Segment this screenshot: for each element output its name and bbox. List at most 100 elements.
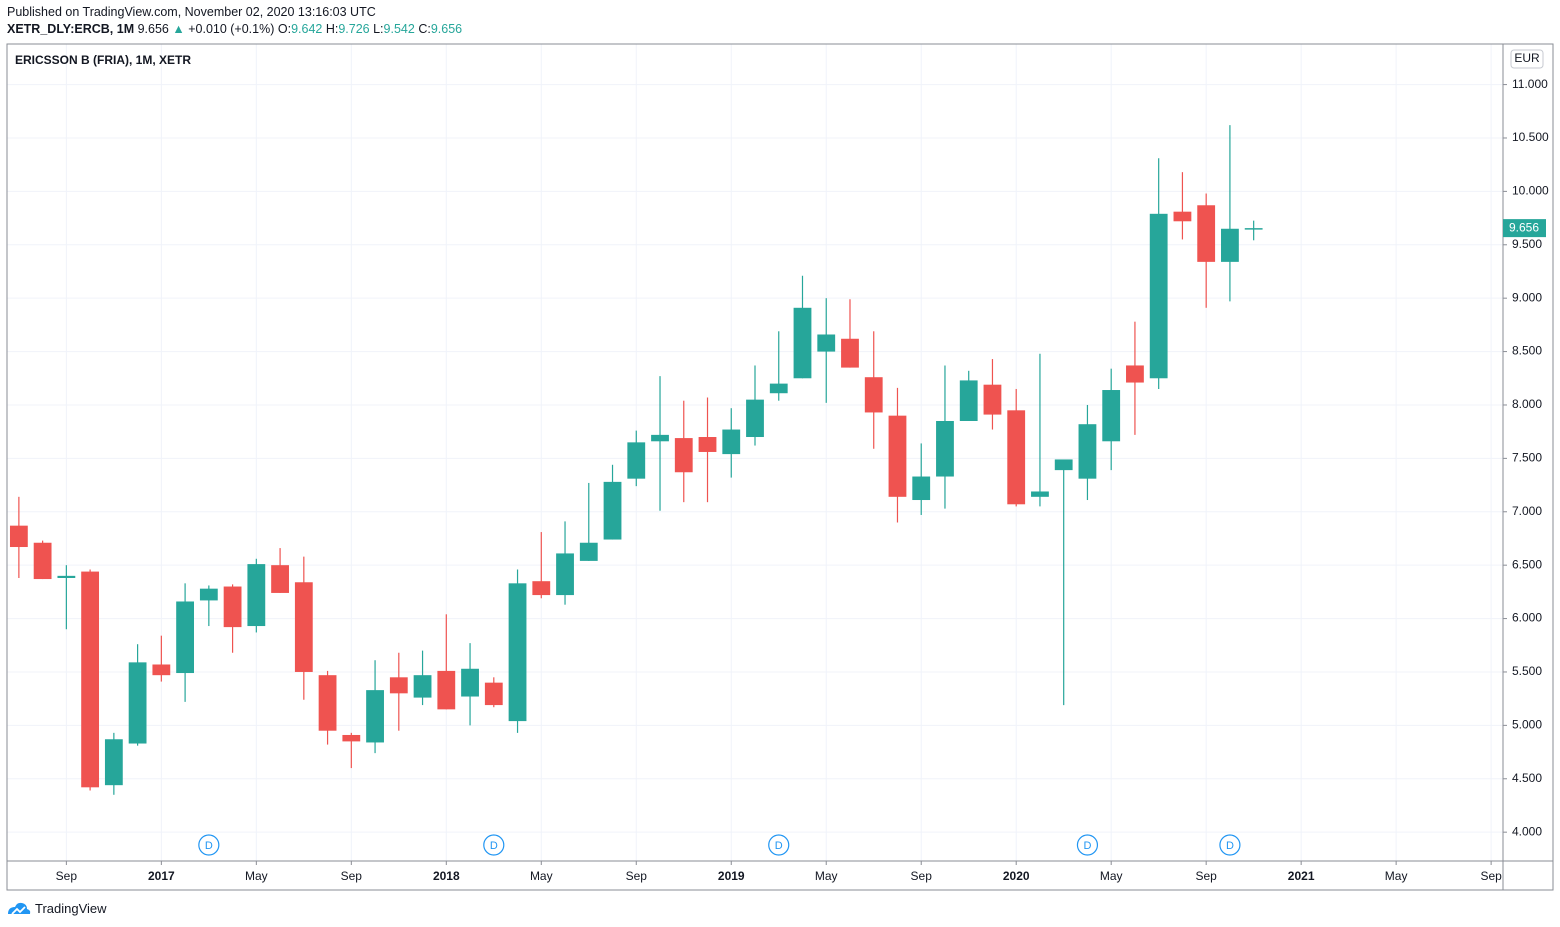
body — [294, 582, 313, 672]
body — [793, 307, 812, 379]
x-tick-label: Sep — [911, 869, 933, 883]
frame — [6, 43, 1554, 891]
o-val: 9.642 — [291, 22, 323, 36]
x-tick-label: May — [245, 869, 268, 883]
y-tick-label: 8.000 — [1512, 397, 1542, 411]
body — [1244, 228, 1263, 230]
dividend-label: D — [205, 840, 213, 852]
x-tick-label: Sep — [341, 869, 363, 883]
body — [817, 334, 836, 352]
x-tick-label: Sep — [1195, 869, 1217, 883]
body — [674, 438, 693, 473]
body — [959, 380, 978, 421]
dividend-label: D — [775, 840, 783, 852]
h: H: — [325, 22, 339, 36]
y-tick-label: 7.000 — [1512, 504, 1542, 518]
body — [841, 338, 859, 368]
body — [1031, 491, 1049, 497]
body — [936, 420, 954, 477]
body — [1149, 213, 1168, 379]
brand: TradingView — [35, 900, 107, 916]
body — [532, 581, 551, 596]
body — [603, 481, 622, 540]
published: Published on TradingView.com, November 0… — [7, 5, 376, 19]
y-tick-label: 6.500 — [1512, 557, 1542, 571]
dividend-label: D — [490, 840, 498, 852]
x-tick-label: Sep — [626, 869, 648, 883]
x-tick-label: 2019 — [718, 869, 745, 883]
body — [912, 476, 931, 501]
body — [9, 525, 28, 548]
body — [223, 586, 242, 628]
l-val: 9.542 — [383, 22, 415, 36]
dividend-marker — [1076, 834, 1099, 856]
body — [698, 437, 717, 452]
y-tick-label: 7.500 — [1512, 451, 1542, 465]
body — [1221, 228, 1239, 262]
body — [152, 664, 171, 676]
body — [1173, 211, 1192, 222]
y-tick-label: 5.000 — [1512, 718, 1542, 732]
body — [199, 588, 218, 601]
body — [1054, 459, 1073, 471]
dividend-label: D — [1226, 840, 1234, 852]
x-tick-label: May — [1385, 869, 1408, 883]
y-tick-label: 9.500 — [1512, 237, 1542, 251]
y-tick-label: 8.500 — [1512, 344, 1542, 358]
body — [864, 377, 883, 413]
body — [1007, 410, 1026, 505]
body — [318, 675, 337, 731]
y-tick-label: 10.500 — [1512, 130, 1549, 144]
dividend-marker — [768, 834, 790, 856]
quote-line: XETR_DLY:ERCB, 1M 9.656 ▲ +0.010 (+0.1%)… — [7, 21, 462, 38]
x-tick-label: Sep — [1480, 869, 1502, 883]
dividend-marker — [483, 834, 505, 856]
body — [389, 677, 408, 694]
body — [983, 384, 1002, 415]
body — [579, 542, 598, 561]
body — [271, 565, 289, 593]
dividend-marker — [198, 834, 220, 856]
body — [888, 415, 907, 497]
last: 9.656 — [137, 22, 169, 36]
currency: EUR — [1514, 51, 1540, 65]
last-price-label: 9.656 — [1509, 220, 1539, 234]
body — [247, 564, 266, 627]
body — [1102, 390, 1121, 442]
body — [746, 399, 764, 438]
y-tick-label: 5.500 — [1512, 664, 1542, 678]
x-tick-label: Sep — [56, 869, 78, 883]
body — [461, 668, 479, 697]
x-tick-label: May — [530, 869, 553, 883]
y-tick-label: 9.000 — [1512, 290, 1542, 304]
x-tick-label: 2021 — [1288, 869, 1315, 883]
x-tick-label: 2017 — [148, 869, 175, 883]
body — [128, 662, 147, 744]
body — [413, 675, 432, 698]
grid — [7, 44, 1503, 861]
c-val: 9.656 — [430, 22, 463, 36]
body — [627, 442, 646, 479]
y-tick-label: 4.000 — [1512, 824, 1542, 838]
currency-box — [1510, 49, 1544, 69]
header: Published on TradingView.com, November 0… — [7, 4, 462, 38]
h-val: 9.726 — [338, 22, 370, 36]
body — [508, 583, 527, 722]
x-tick-label: 2020 — [1003, 869, 1030, 883]
body — [366, 690, 384, 743]
body — [722, 429, 741, 455]
x-tick-label: May — [1100, 869, 1123, 883]
body — [81, 571, 100, 788]
body — [1078, 424, 1097, 479]
o: O: — [277, 22, 292, 36]
x-tick-label: May — [815, 869, 838, 883]
body — [176, 601, 194, 674]
body — [437, 670, 456, 710]
dividend-label: D — [1083, 840, 1091, 852]
symbol: XETR_DLY:ERCB, 1M — [7, 22, 135, 36]
chart-title: ERICSSON B (FRIA), 1M, XETR — [15, 53, 191, 67]
body — [651, 434, 669, 442]
y-tick-label: 4.500 — [1512, 771, 1542, 785]
